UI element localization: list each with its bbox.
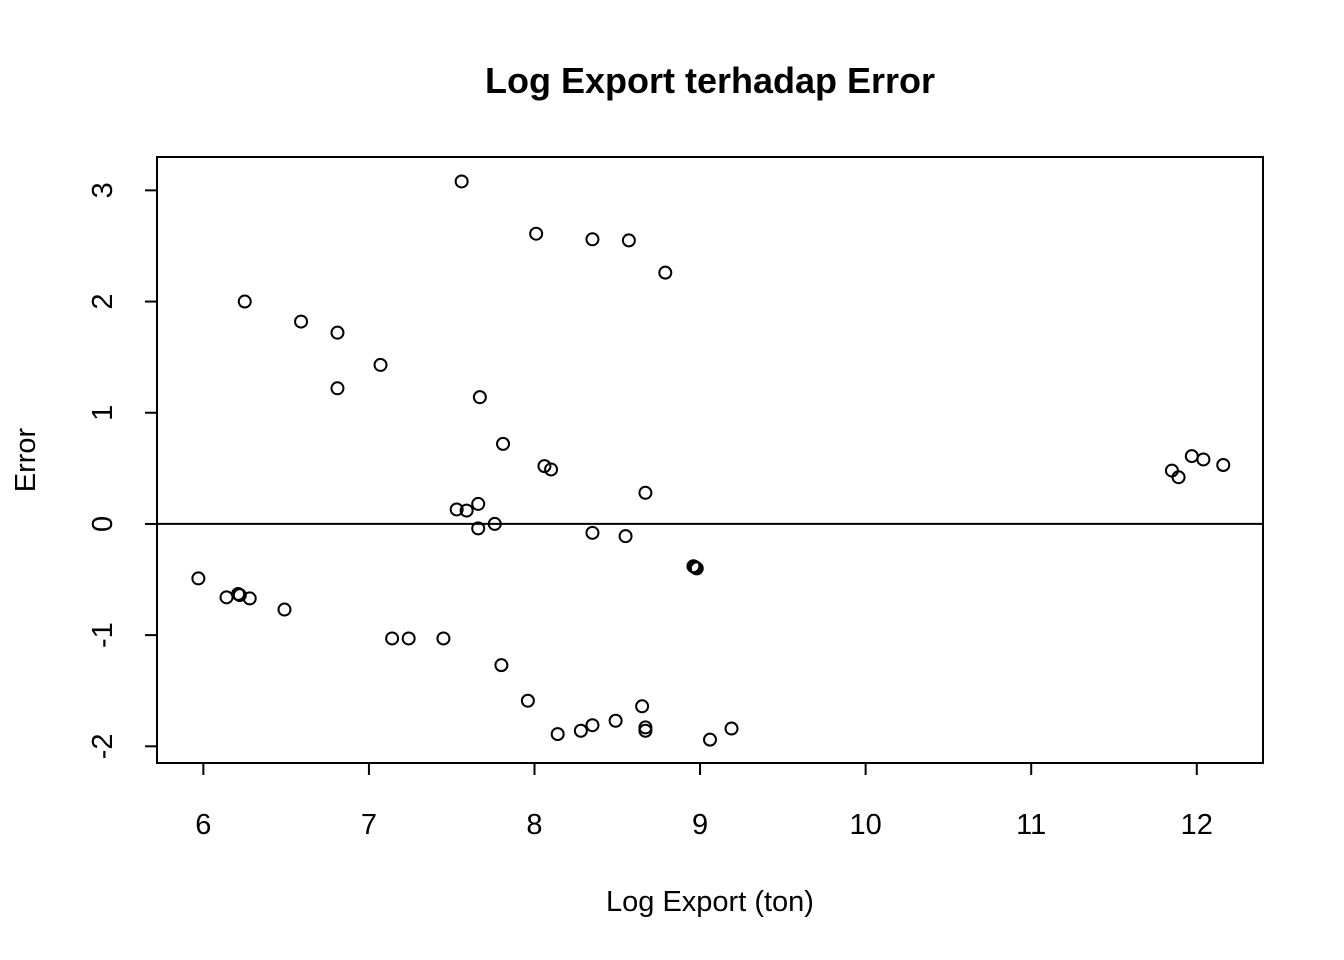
data-point-3 <box>621 233 636 248</box>
y-axis-label: Error <box>10 427 42 492</box>
y-tick-label-2: 0 <box>87 516 119 532</box>
x-tick-label-4: 10 <box>850 809 882 841</box>
data-point-1 <box>529 226 544 241</box>
data-point-15 <box>471 496 486 511</box>
data-point-36 <box>635 699 650 714</box>
data-point-42 <box>550 727 565 742</box>
data-point-32 <box>401 631 416 646</box>
data-point-31 <box>385 631 400 646</box>
data-point-19 <box>471 521 486 536</box>
y-axis: -2 -1 0 1 2 3 <box>87 182 157 759</box>
x-tick-label-6: 12 <box>1181 809 1213 841</box>
y-tick-label-3: 1 <box>87 405 119 421</box>
data-point-16 <box>449 502 464 517</box>
data-point-34 <box>494 658 509 673</box>
data-point-4 <box>658 265 673 280</box>
data-points <box>191 174 1231 747</box>
data-point-14 <box>638 485 653 500</box>
data-point-29 <box>242 591 257 606</box>
data-point-8 <box>373 357 388 372</box>
x-tick-label-0: 6 <box>195 809 211 841</box>
data-point-46 <box>1171 470 1186 485</box>
data-point-5 <box>237 294 252 309</box>
data-point-44 <box>703 732 717 747</box>
x-axis: 6 7 8 9 10 11 12 <box>195 763 1213 841</box>
data-point-41 <box>573 723 588 738</box>
data-point-30 <box>277 602 292 617</box>
data-point-9 <box>330 381 345 396</box>
data-point-13 <box>544 462 559 477</box>
data-point-6 <box>294 314 309 329</box>
data-point-11 <box>496 436 511 451</box>
data-point-49 <box>1216 458 1231 473</box>
data-point-18 <box>487 516 502 531</box>
data-point-7 <box>330 325 345 340</box>
y-tick-label-0: -2 <box>87 733 119 759</box>
y-tick-label-5: 3 <box>87 182 119 198</box>
data-point-12 <box>537 459 552 474</box>
data-point-0 <box>454 174 469 189</box>
x-tick-label-5: 11 <box>1016 809 1046 841</box>
data-point-25 <box>191 571 206 586</box>
x-tick-label-1: 7 <box>361 809 377 841</box>
data-point-35 <box>520 693 535 708</box>
data-point-43 <box>724 721 739 736</box>
y-tick-label-1: -1 <box>87 622 119 648</box>
x-tick-label-2: 8 <box>526 809 542 841</box>
data-point-17 <box>459 503 474 518</box>
y-tick-label-4: 2 <box>87 293 119 309</box>
data-point-48 <box>1196 452 1211 467</box>
data-point-21 <box>618 529 633 544</box>
data-point-38 <box>585 718 600 733</box>
data-point-24 <box>689 561 704 576</box>
chart-title: Log Export terhadap Error <box>485 60 935 101</box>
data-point-37 <box>608 713 623 728</box>
data-point-2 <box>585 232 600 247</box>
x-tick-label-3: 9 <box>692 809 708 841</box>
data-point-20 <box>585 525 600 540</box>
x-axis-label: Log Export (ton) <box>606 886 814 918</box>
data-point-40 <box>638 723 653 738</box>
plot-frame <box>156 156 1264 764</box>
data-point-33 <box>436 631 451 646</box>
data-point-10 <box>472 390 487 405</box>
